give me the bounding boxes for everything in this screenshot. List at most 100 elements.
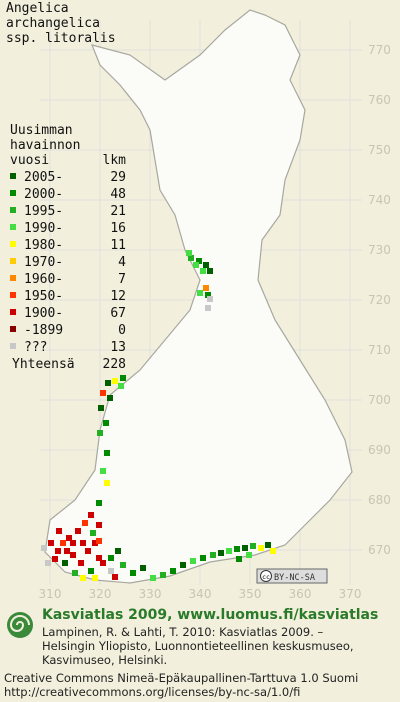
legend-label: 1990-	[24, 221, 63, 236]
occurrence-square	[78, 560, 84, 566]
occurrence-square	[186, 250, 192, 256]
legend-column: vuosi	[10, 153, 49, 168]
occurrence-square	[270, 548, 276, 554]
occurrence-square	[193, 262, 199, 268]
occurrence-square	[98, 405, 104, 411]
occurrence-square	[112, 378, 118, 384]
legend-label: 1900-	[24, 306, 63, 321]
citation-line: Kasvimuseo, Helsinki.	[42, 653, 167, 667]
occurrence-square	[100, 560, 106, 566]
license-line: http://creativecommons.org/licenses/by-n…	[4, 685, 300, 699]
occurrence-square	[150, 575, 156, 581]
occurrence-square	[92, 540, 98, 546]
north-label: 750	[368, 143, 391, 157]
occurrence-square	[205, 305, 211, 311]
badge-text: BY-NC-SA	[274, 573, 315, 583]
occurrence-square	[104, 480, 110, 486]
occurrence-square	[115, 548, 121, 554]
occurrence-square	[196, 258, 202, 264]
occurrence-square	[55, 548, 61, 554]
citation-line: Lampinen, R. & Lahti, T. 2010: Kasviatla…	[42, 625, 324, 639]
title-line: Angelica	[6, 1, 69, 16]
north-label: 700	[368, 393, 391, 407]
occurrence-square	[52, 556, 58, 562]
title-line: archangelica	[6, 16, 100, 31]
occurrence-square	[190, 558, 196, 564]
citation-line: Helsingin Yliopisto, Luonnontieteellinen…	[42, 639, 354, 653]
occurrence-square	[203, 262, 209, 268]
occurrence-square	[250, 543, 256, 549]
occurrence-square	[62, 560, 68, 566]
occurrence-square	[97, 430, 103, 436]
north-label: 740	[368, 193, 391, 207]
occurrence-square	[56, 528, 62, 534]
footer-heading: Kasviatlas 2009, www.luomus.fi/kasviatla…	[42, 607, 378, 623]
legend-count: 21	[110, 204, 126, 219]
occurrence-square	[188, 255, 194, 261]
occurrence-square	[80, 540, 86, 546]
occurrence-square	[207, 296, 213, 302]
legend-swatch	[10, 292, 16, 298]
legend-total-label: Yhteensä	[12, 357, 75, 372]
occurrence-square	[108, 568, 114, 574]
north-label: 690	[368, 443, 391, 457]
legend-count: 67	[110, 306, 126, 321]
occurrence-square	[88, 568, 94, 574]
occurrence-square	[48, 540, 54, 546]
legend-label: 1960-	[24, 272, 63, 287]
occurrence-squares	[41, 250, 276, 581]
legend-count: 13	[110, 340, 126, 355]
occurrence-square	[100, 468, 106, 474]
legend-count: 0	[118, 323, 126, 338]
north-label: 720	[368, 293, 391, 307]
occurrence-square	[180, 562, 186, 568]
logo-spiral	[9, 615, 30, 632]
occurrence-square	[236, 556, 242, 562]
legend-label: 2000-	[24, 187, 63, 202]
legend-count: 7	[118, 272, 126, 287]
occurrence-square	[205, 292, 211, 298]
occurrence-square	[197, 290, 203, 296]
occurrence-square	[258, 545, 264, 551]
occurrence-square	[140, 565, 146, 571]
occurrence-square	[92, 575, 98, 581]
occurrence-square	[96, 500, 102, 506]
north-label: 770	[368, 43, 391, 57]
occurrence-square	[104, 450, 110, 456]
legend-swatch	[10, 207, 16, 213]
occurrence-square	[210, 552, 216, 558]
logo	[7, 612, 33, 638]
occurrence-square	[112, 574, 118, 580]
license-line: Creative Commons Nimeä-Epäkaupallinen-Ta…	[4, 671, 358, 685]
occurrence-square	[130, 570, 136, 576]
legend-swatch	[10, 241, 16, 247]
legend-swatch	[10, 309, 16, 315]
legend-label: 2005-	[24, 170, 63, 185]
north-label: 760	[368, 93, 391, 107]
legend-swatch	[10, 343, 16, 349]
east-label: 330	[139, 587, 162, 601]
occurrence-square	[107, 395, 113, 401]
legend: Uusimman havainnon vuosi lkm 2005- 29 2000…	[10, 123, 126, 372]
east-label: 350	[239, 587, 262, 601]
legend-total: 228	[103, 357, 126, 372]
legend-swatch	[10, 258, 16, 264]
legend-swatch	[10, 224, 16, 230]
legend-count: 4	[118, 255, 126, 270]
badge-icon	[260, 570, 272, 582]
title-line: ssp. litoralis	[6, 31, 116, 46]
east-label: 340	[189, 587, 212, 601]
north-label: 670	[368, 543, 391, 557]
cc-badge: cc BY-NC-SA	[256, 568, 328, 584]
occurrence-square	[170, 568, 176, 574]
occurrence-square	[66, 535, 72, 541]
occurrence-square	[234, 546, 240, 552]
legend-swatch	[10, 275, 16, 281]
badge-box	[256, 568, 328, 584]
occurrence-square	[100, 390, 106, 396]
occurrence-square	[85, 548, 91, 554]
legend-label: 1950-	[24, 289, 63, 304]
occurrence-square	[103, 420, 109, 426]
occurrence-square	[75, 528, 81, 534]
occurrence-square	[218, 550, 224, 556]
